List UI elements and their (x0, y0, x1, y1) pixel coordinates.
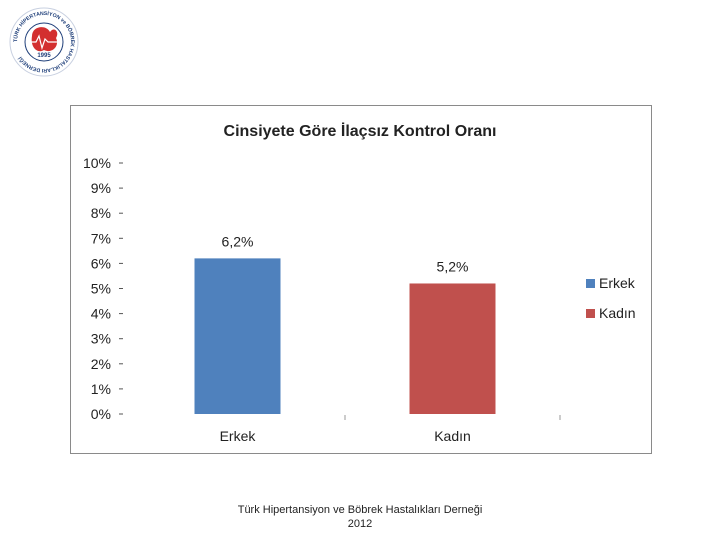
legend-swatch (586, 309, 595, 318)
data-label: 5,2% (437, 258, 469, 274)
bar-kad-n (409, 283, 496, 414)
data-label: 6,2% (222, 233, 254, 249)
y-tick-label: 10% (83, 155, 111, 171)
y-tick-label: 1% (91, 381, 111, 397)
x-axis: Erkek Kadın (220, 415, 561, 444)
chart-frame (70, 105, 652, 454)
association-logo: TÜRK HİPERTANSİYON ve BÖBREK HASTALIKLAR… (9, 7, 79, 77)
y-tick-label: 0% (91, 406, 111, 422)
pulse-line-icon (26, 34, 62, 51)
chart-title: Cinsiyete Göre İlaçsız Kontrol Oranı (224, 122, 497, 140)
legend-swatch (586, 279, 595, 288)
x-category-label: Erkek (220, 428, 257, 444)
y-tick-label: 7% (91, 230, 111, 246)
y-tick-label: 6% (91, 255, 111, 271)
legend-label: Kadın (599, 305, 636, 321)
y-tick-label: 5% (91, 281, 111, 297)
logo-year: 1995 (37, 53, 51, 59)
y-tick-label: 8% (91, 205, 111, 221)
bar-erkek (194, 258, 281, 414)
y-tick-label: 2% (91, 356, 111, 372)
y-tick-label: 3% (91, 331, 111, 347)
legend-label: Erkek (599, 275, 636, 291)
footer-year: 2012 (347, 518, 373, 530)
legend: Erkek Kadın (586, 275, 636, 321)
footer: Türk Hipertansiyon ve Böbrek Hastalıklar… (160, 503, 560, 531)
y-tick-label: 9% (91, 180, 111, 196)
bars-group: 6,2% 5,2% (194, 233, 496, 414)
footer-organization: Türk Hipertansiyon ve Böbrek Hastalıklar… (237, 504, 483, 516)
y-axis: 0% 1% 2% 3% 4% 5% 6% 7% 8% 9% 10% (83, 155, 123, 422)
y-tick-label: 4% (91, 306, 111, 322)
x-category-label: Kadın (434, 428, 471, 444)
